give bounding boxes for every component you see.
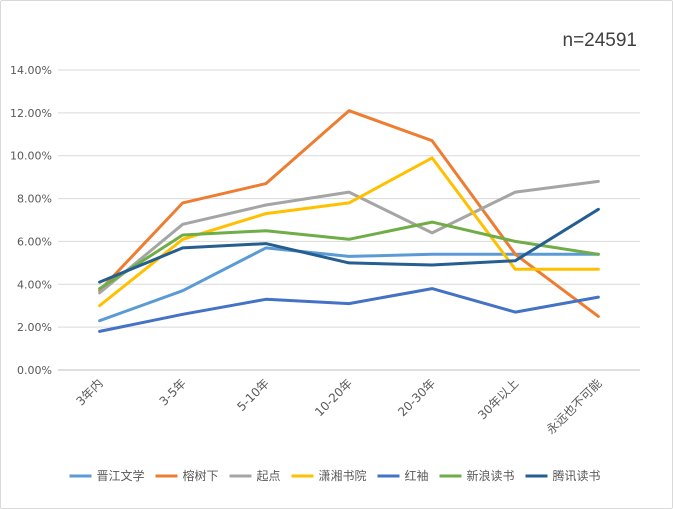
- y-tick-label: 10.00%: [10, 150, 52, 163]
- legend-label: 晋江文学: [97, 468, 145, 483]
- legend: 晋江文学 榕树下 起点 潇湘书院 红袖 新浪读书 腾讯读书: [69, 468, 601, 483]
- series-line-2: [98, 179, 600, 295]
- series-line-6: [98, 207, 600, 284]
- series-line-4: [98, 287, 600, 333]
- y-axis-ticks: 0.00% 2.00% 4.00% 6.00% 8.00% 10.00% 12.00% 14.…: [10, 64, 52, 377]
- y-tick-label: 0.00%: [17, 364, 52, 377]
- series-lines: [98, 109, 600, 333]
- x-tick-label: 5-10年: [234, 376, 272, 414]
- series-line-5: [98, 220, 600, 291]
- y-tick-label: 14.00%: [10, 64, 52, 77]
- x-tick-label: 永远也不可能: [544, 376, 605, 437]
- x-tick-label: 10-20年: [312, 376, 355, 419]
- x-tick-label: 30年以上: [475, 376, 521, 422]
- x-tick-label: 20-30年: [395, 376, 438, 419]
- x-tick-label: 3年内: [73, 376, 105, 408]
- y-tick-label: 6.00%: [17, 235, 52, 248]
- x-axis-ticks: 3年内 3-5年 5-10年 10-20年 20-30年 30年以上 永远也不可能: [73, 376, 604, 437]
- y-tick-label: 8.00%: [17, 193, 52, 206]
- y-tick-label: 12.00%: [10, 107, 52, 120]
- sample-size-annotation: n=24591: [562, 30, 638, 51]
- gridlines: [58, 69, 640, 371]
- legend-label: 新浪读书: [467, 468, 515, 483]
- legend-label: 腾讯读书: [553, 468, 601, 483]
- series-line-1: [98, 109, 600, 318]
- y-tick-label: 4.00%: [17, 278, 52, 291]
- legend-label: 榕树下: [183, 468, 219, 483]
- legend-label: 红袖: [405, 468, 429, 483]
- legend-label: 起点: [257, 469, 281, 483]
- x-tick-label: 3-5年: [157, 376, 189, 408]
- y-tick-label: 2.00%: [17, 321, 52, 334]
- series-line-3: [98, 156, 600, 308]
- legend-label: 潇湘书院: [319, 468, 367, 483]
